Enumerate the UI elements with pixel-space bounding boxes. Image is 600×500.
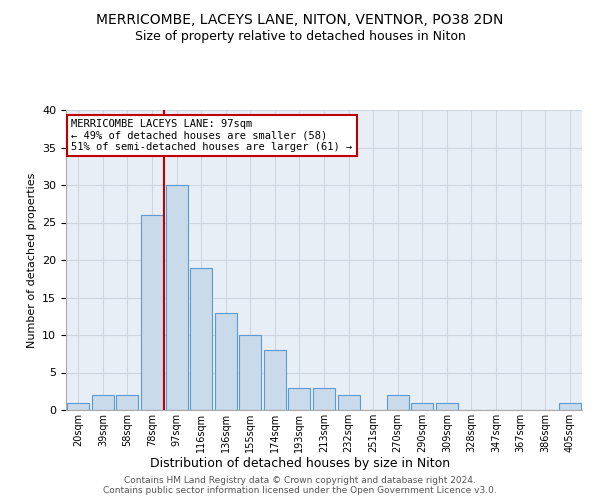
Text: MERRICOMBE LACEYS LANE: 97sqm
← 49% of detached houses are smaller (58)
51% of s: MERRICOMBE LACEYS LANE: 97sqm ← 49% of d… bbox=[71, 119, 352, 152]
Bar bbox=[116, 395, 139, 410]
Bar bbox=[239, 335, 262, 410]
Bar bbox=[436, 402, 458, 410]
Text: Size of property relative to detached houses in Niton: Size of property relative to detached ho… bbox=[134, 30, 466, 43]
Bar bbox=[67, 402, 89, 410]
Bar bbox=[215, 312, 237, 410]
Bar bbox=[166, 185, 188, 410]
Text: MERRICOMBE, LACEYS LANE, NITON, VENTNOR, PO38 2DN: MERRICOMBE, LACEYS LANE, NITON, VENTNOR,… bbox=[97, 12, 503, 26]
Bar bbox=[338, 395, 359, 410]
Text: Distribution of detached houses by size in Niton: Distribution of detached houses by size … bbox=[150, 458, 450, 470]
Bar bbox=[313, 388, 335, 410]
Bar bbox=[289, 388, 310, 410]
Bar bbox=[411, 402, 433, 410]
Bar bbox=[264, 350, 286, 410]
Text: Contains HM Land Registry data © Crown copyright and database right 2024.: Contains HM Land Registry data © Crown c… bbox=[124, 476, 476, 485]
Text: Contains public sector information licensed under the Open Government Licence v3: Contains public sector information licen… bbox=[103, 486, 497, 495]
Bar bbox=[386, 395, 409, 410]
Bar bbox=[190, 268, 212, 410]
Bar bbox=[141, 215, 163, 410]
Bar bbox=[559, 402, 581, 410]
Y-axis label: Number of detached properties: Number of detached properties bbox=[26, 172, 37, 348]
Bar bbox=[92, 395, 114, 410]
